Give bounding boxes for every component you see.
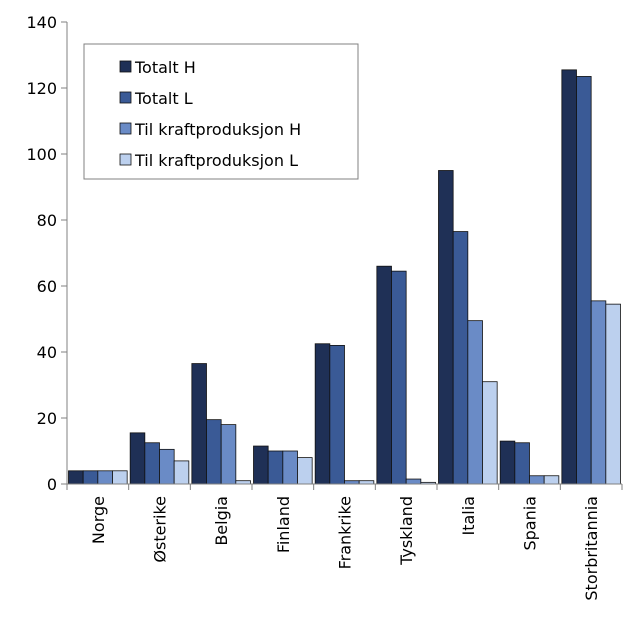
y-tick-label: 40	[37, 343, 57, 362]
bar	[68, 470, 84, 485]
x-category-label: Norge	[89, 496, 108, 544]
legend-swatch	[119, 153, 132, 166]
bar	[159, 448, 175, 485]
bar	[97, 470, 113, 485]
legend: Totalt H Totalt L Til kraftproduksjon H Til…	[83, 43, 359, 180]
bar	[576, 76, 592, 485]
bar	[561, 69, 577, 485]
bar	[267, 450, 284, 485]
bar	[405, 478, 422, 485]
bar	[314, 343, 331, 485]
legend-swatch	[119, 60, 132, 73]
legend-swatch	[119, 91, 132, 104]
x-category-label: Italia	[459, 496, 478, 535]
y-tick-label: 120	[26, 79, 57, 98]
legend-label: Totalt L	[134, 89, 193, 108]
bar	[605, 303, 621, 485]
bars-layer	[68, 69, 621, 485]
x-category-label: Finland	[274, 496, 293, 553]
bar	[144, 442, 160, 485]
bar	[376, 265, 392, 485]
x-category-label: Østerike	[151, 496, 170, 563]
bar	[191, 363, 207, 485]
bar	[590, 300, 607, 485]
legend-label: Totalt H	[134, 58, 196, 77]
bar	[297, 457, 313, 485]
bar	[391, 270, 407, 485]
y-tick-label: 20	[37, 409, 57, 428]
bar	[112, 470, 128, 485]
x-category-label: Belgia	[212, 496, 231, 546]
bar	[452, 231, 469, 485]
y-axis-ticks: 0 20 40 60 80 100 120 140	[26, 13, 67, 494]
legend-swatch	[119, 122, 132, 135]
bar	[282, 450, 298, 485]
y-tick-label: 80	[37, 211, 57, 230]
legend-label: Til kraftproduksjon H	[134, 120, 301, 139]
bar	[82, 470, 99, 485]
bar	[514, 442, 530, 485]
bar	[499, 440, 516, 485]
bar	[438, 170, 454, 485]
bar	[529, 475, 545, 485]
y-tick-label: 140	[26, 13, 57, 32]
x-category-label: Tyskland	[397, 496, 416, 566]
bar	[173, 460, 190, 485]
bar	[206, 419, 222, 485]
bar	[329, 344, 345, 485]
y-tick-label: 0	[47, 475, 57, 494]
legend-label: Til kraftproduksjon L	[134, 151, 298, 170]
bar	[220, 424, 237, 485]
bar	[543, 475, 560, 485]
bar	[467, 320, 483, 485]
y-tick-label: 100	[26, 145, 57, 164]
x-axis-ticks: Norge Østerike Belgia Finland Frankrike Tyskl…	[66, 484, 623, 601]
bar	[129, 432, 146, 485]
x-category-label: Spania	[521, 496, 540, 551]
x-category-label: Storbritannia	[582, 496, 601, 601]
bar	[482, 381, 498, 485]
bar	[253, 445, 269, 485]
y-tick-label: 60	[37, 277, 57, 296]
x-category-label: Frankrike	[336, 496, 355, 569]
axes-layer	[66, 22, 622, 485]
